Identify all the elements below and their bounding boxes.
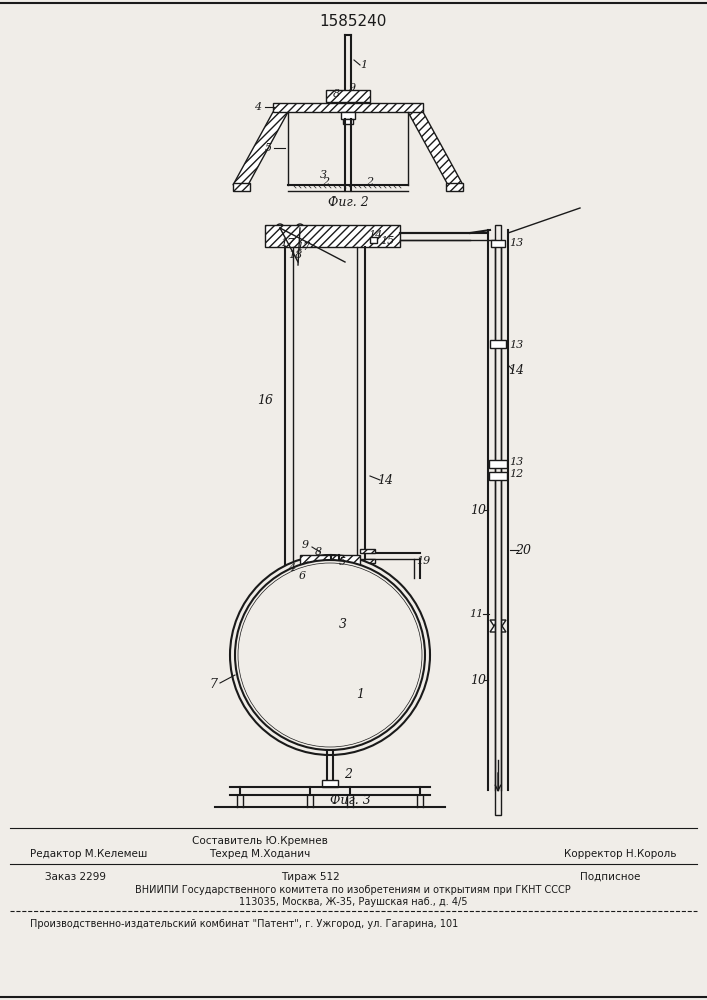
Text: Фиг. 2: Фиг. 2 — [327, 196, 368, 209]
Polygon shape — [233, 112, 288, 185]
Text: 20: 20 — [515, 544, 531, 556]
Circle shape — [230, 555, 430, 755]
Text: 9: 9 — [349, 83, 356, 93]
Bar — [489, 460, 507, 468]
Circle shape — [296, 224, 304, 232]
Text: Составитель Ю.Кремнев: Составитель Ю.Кремнев — [192, 836, 328, 846]
Text: 5: 5 — [339, 557, 346, 567]
Circle shape — [235, 560, 425, 750]
Text: 14: 14 — [508, 363, 524, 376]
Circle shape — [276, 224, 284, 232]
Text: 6: 6 — [298, 571, 305, 581]
Bar — [322, 780, 338, 787]
Text: 8: 8 — [315, 547, 322, 557]
Text: 14: 14 — [377, 474, 393, 487]
Text: Тираж 512: Тираж 512 — [281, 872, 339, 882]
Bar — [343, 119, 353, 124]
Text: 18: 18 — [288, 250, 302, 260]
Bar — [495, 225, 501, 815]
Text: 2: 2 — [344, 768, 352, 782]
Text: 4: 4 — [288, 563, 296, 573]
Text: Корректор Н.Король: Корректор Н.Король — [563, 849, 677, 859]
Text: 5: 5 — [264, 143, 271, 153]
Text: 1585240: 1585240 — [320, 14, 387, 29]
Bar — [273, 103, 423, 112]
Text: 8: 8 — [332, 89, 339, 99]
Text: 113035, Москва, Ж-35, Раушская наб., д. 4/5: 113035, Москва, Ж-35, Раушская наб., д. … — [239, 897, 467, 907]
Polygon shape — [408, 112, 463, 185]
Text: 19: 19 — [416, 556, 430, 566]
Text: 14: 14 — [368, 230, 382, 240]
Polygon shape — [490, 620, 506, 632]
Circle shape — [242, 567, 418, 743]
Text: 17: 17 — [296, 242, 310, 252]
Text: 7: 7 — [209, 678, 217, 692]
Text: Заказ 2299: Заказ 2299 — [45, 872, 106, 882]
Text: 11: 11 — [469, 609, 483, 619]
Text: Редактор М.Келемеш: Редактор М.Келемеш — [30, 849, 147, 859]
Text: 17: 17 — [280, 238, 294, 248]
Polygon shape — [490, 620, 506, 632]
Text: 13: 13 — [509, 457, 523, 467]
Bar — [489, 472, 507, 480]
Bar — [370, 237, 377, 243]
Bar — [446, 183, 463, 191]
Bar — [341, 112, 355, 119]
Text: 1: 1 — [356, 688, 364, 702]
Text: ВНИИПИ Государственного комитета по изобретениям и открытиям при ГКНТ СССР: ВНИИПИ Государственного комитета по изоб… — [135, 885, 571, 895]
Text: 13: 13 — [509, 340, 523, 350]
Text: Подписное: Подписное — [580, 872, 641, 882]
Text: 13: 13 — [509, 238, 523, 248]
Text: 2: 2 — [366, 177, 373, 187]
Bar — [233, 183, 250, 191]
Text: Техред М.Ходанич: Техред М.Ходанич — [209, 849, 310, 859]
Circle shape — [238, 563, 422, 747]
Text: 10: 10 — [470, 504, 486, 516]
Text: 2: 2 — [322, 177, 329, 187]
Text: 9: 9 — [301, 540, 308, 550]
Bar — [326, 90, 370, 102]
Bar — [490, 340, 506, 348]
Bar — [300, 555, 360, 567]
Text: 1: 1 — [361, 60, 368, 70]
Text: 12: 12 — [509, 469, 523, 479]
Text: 4: 4 — [255, 102, 262, 112]
Bar — [360, 559, 375, 563]
Bar — [491, 240, 505, 247]
Text: 16: 16 — [257, 393, 273, 406]
Bar — [265, 225, 400, 247]
Text: 15: 15 — [380, 236, 394, 246]
Text: 3: 3 — [339, 618, 347, 632]
Text: 10: 10 — [470, 674, 486, 686]
Bar — [360, 549, 375, 553]
Text: Фиг. 3: Фиг. 3 — [329, 794, 370, 806]
Text: Производственно-издательский комбинат "Патент", г. Ужгород, ул. Гагарина, 101: Производственно-издательский комбинат "П… — [30, 919, 458, 929]
Text: 3: 3 — [320, 170, 327, 180]
